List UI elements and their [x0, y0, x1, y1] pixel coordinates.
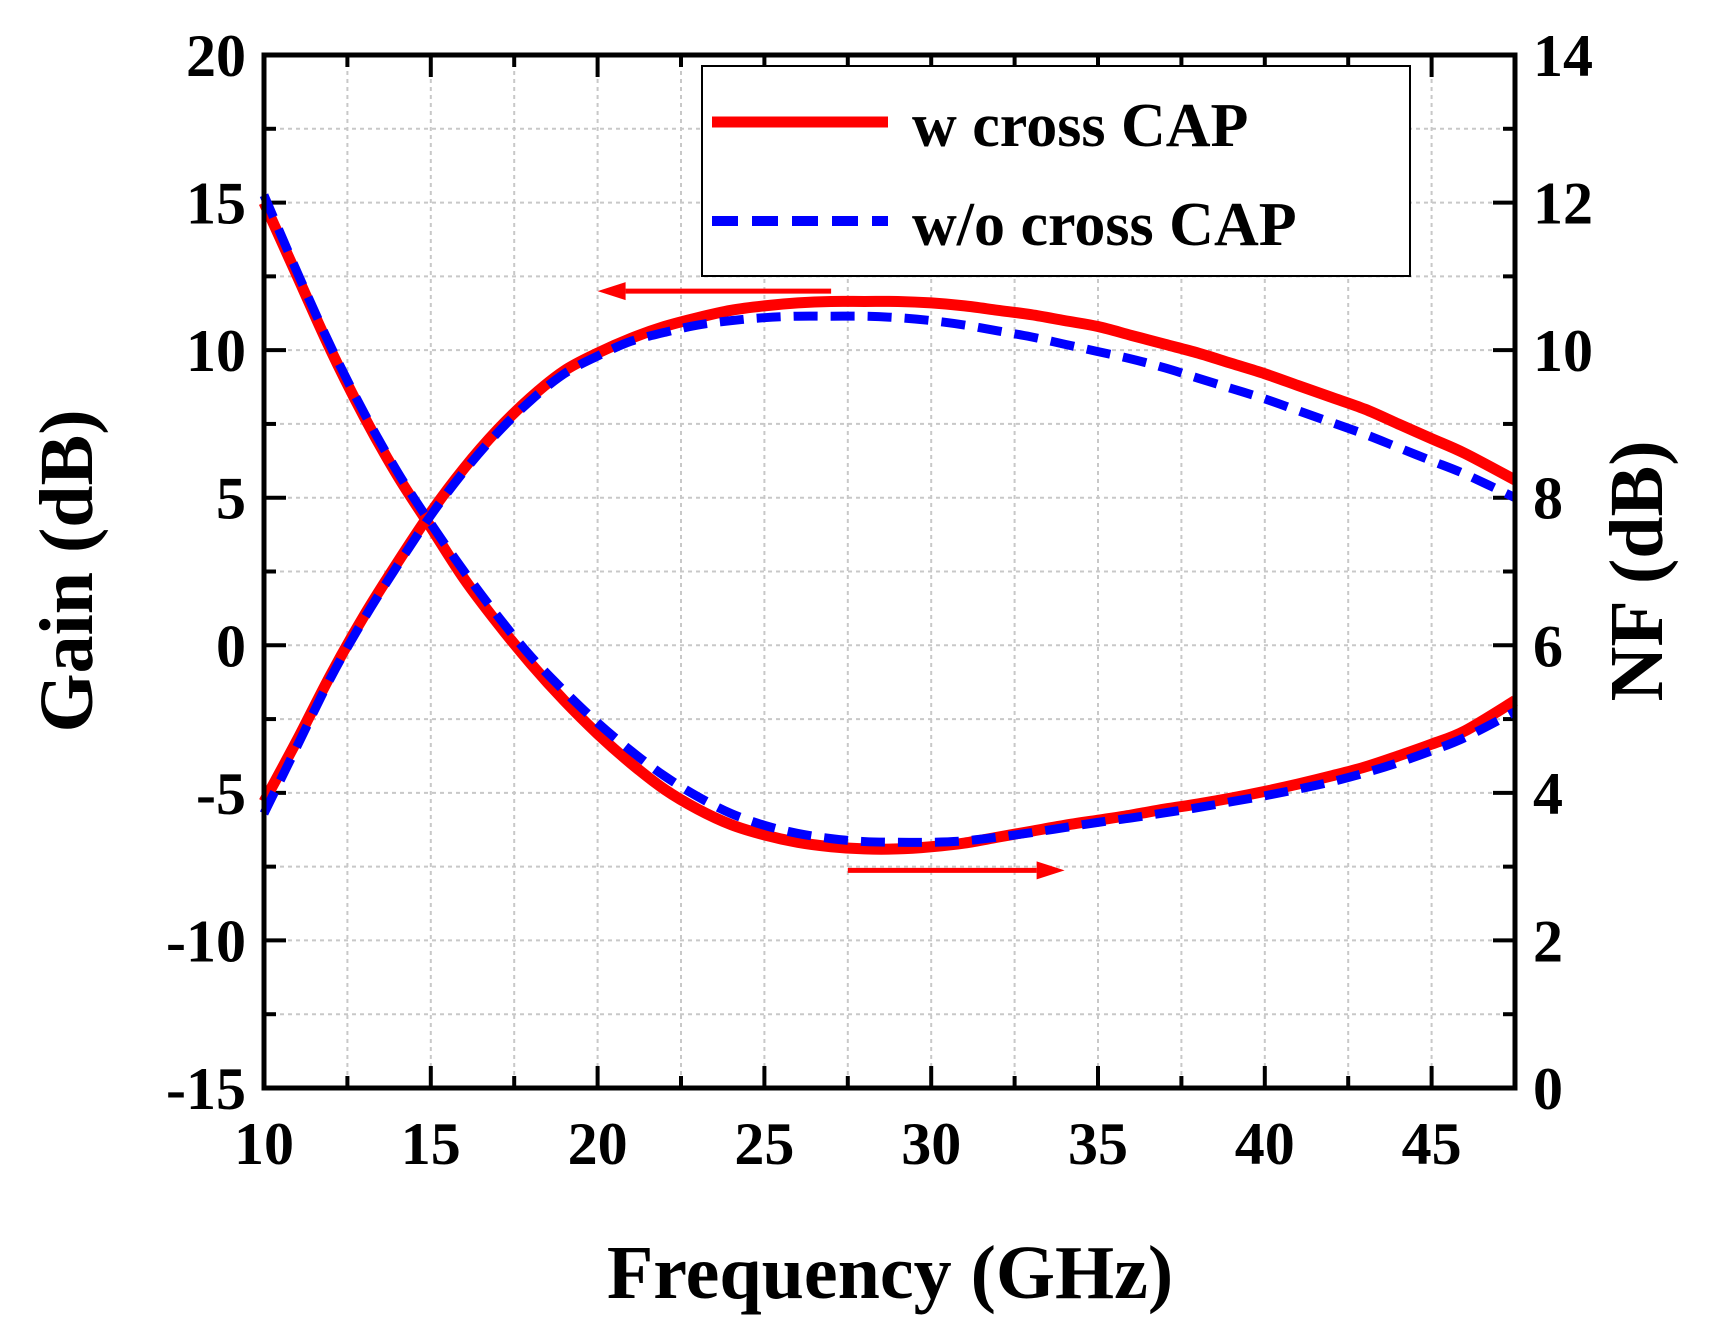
y2-tick-label-14: 14 [1533, 23, 1593, 89]
y-tick-label-neg5: -5 [196, 761, 246, 827]
y-tick-label-15: 15 [186, 171, 246, 237]
y2-axis-title: NF (dB) [1595, 440, 1679, 701]
x-tick-label-15: 15 [401, 1111, 461, 1177]
y2-tick-label-12: 12 [1533, 171, 1593, 237]
series-gain-wo-cross-cap [259, 311, 1517, 816]
x-axis-tick-labels: 10 15 20 25 30 35 40 45 [234, 1111, 1462, 1177]
right-axis-tick-labels: 0 2 4 6 8 10 12 14 [1533, 23, 1593, 1122]
left-axis-tick-labels: -15 -10 -5 0 5 10 15 20 [166, 23, 246, 1122]
legend-label-w-cross-cap: w cross CAP [912, 92, 1248, 160]
y2-tick-label-2: 2 [1533, 908, 1563, 974]
y2-tick-label-0: 0 [1533, 1056, 1563, 1122]
legend: w cross CAP w/o cross CAP [701, 65, 1411, 277]
x-tick-label-40: 40 [1235, 1111, 1295, 1177]
legend-label-wo-cross-cap: w/o cross CAP [912, 191, 1297, 259]
x-tick-label-20: 20 [568, 1111, 628, 1177]
direction-arrows [597, 282, 1065, 880]
legend-box [701, 65, 1411, 277]
y2-tick-label-4: 4 [1533, 761, 1563, 827]
y2-tick-label-8: 8 [1533, 466, 1563, 532]
y-tick-label-0: 0 [216, 613, 246, 679]
y-tick-label-neg10: -10 [166, 908, 246, 974]
arrow-head-1 [1036, 861, 1065, 880]
plot-frame [261, 52, 1518, 1091]
y2-tick-label-6: 6 [1533, 613, 1563, 679]
y-tick-label-20: 20 [186, 23, 246, 89]
y-tick-label-10: 10 [186, 318, 246, 384]
x-axis-title: Frequency (GHz) [607, 1231, 1173, 1315]
y-tick-label-neg15: -15 [166, 1056, 246, 1122]
x-tick-label-30: 30 [901, 1111, 961, 1177]
x-tick-label-45: 45 [1402, 1111, 1462, 1177]
plot-series [258, 193, 1518, 855]
x-tick-label-25: 25 [734, 1111, 794, 1177]
arrow-head-0 [597, 282, 626, 301]
x-tick-label-10: 10 [234, 1111, 294, 1177]
y-axis-title: Gain (dB) [25, 409, 109, 732]
series-nf-wo-cross-cap [259, 193, 1518, 847]
x-tick-label-35: 35 [1068, 1111, 1128, 1177]
y2-tick-label-10: 10 [1533, 318, 1593, 384]
y-tick-label-5: 5 [216, 466, 246, 532]
series-gain-w-cross-cap [259, 295, 1518, 805]
